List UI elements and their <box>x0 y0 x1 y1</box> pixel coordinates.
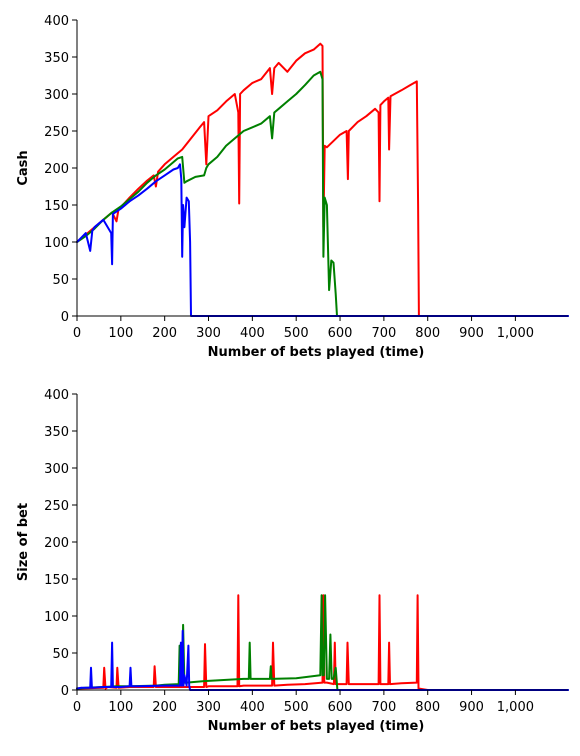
x-tick-label: 100 <box>108 700 133 715</box>
x-tick-label: 400 <box>240 326 265 341</box>
x-tick-label: 700 <box>371 326 396 341</box>
y-tick-label: 0 <box>61 684 69 699</box>
y-tick-label: 50 <box>52 647 69 662</box>
x-tick-label: 0 <box>73 326 81 341</box>
x-tick-label: 900 <box>459 326 484 341</box>
y-tick-label: 0 <box>61 310 69 325</box>
y-tick-label: 100 <box>44 610 69 625</box>
series-line-2 <box>76 629 569 691</box>
y-axis-title: Size of bet <box>16 503 31 581</box>
series-line-0 <box>76 42 569 317</box>
x-tick-label: 0 <box>73 700 81 715</box>
y-tick-label: 50 <box>52 273 69 288</box>
y-tick-label: 300 <box>44 88 69 103</box>
y-tick-label: 250 <box>44 499 69 514</box>
y-tick-label: 400 <box>44 14 69 29</box>
y-tick-label: 300 <box>44 462 69 477</box>
x-tick-label: 500 <box>284 326 309 341</box>
x-tick-label: 900 <box>459 700 484 715</box>
x-tick-label: 300 <box>196 700 221 715</box>
y-tick-label: 150 <box>44 199 69 214</box>
y-tick-label: 100 <box>44 236 69 251</box>
x-tick-label: 200 <box>152 700 177 715</box>
x-axis-title: Number of bets played (time) <box>208 719 425 734</box>
y-tick-label: 350 <box>44 425 69 440</box>
x-tick-label: 300 <box>196 326 221 341</box>
x-tick-label: 800 <box>415 700 440 715</box>
y-tick-label: 350 <box>44 51 69 66</box>
bet-size-chart: 0 50 100 150 200 250 300 350 400 0 100 200 300 400 500… <box>16 388 569 734</box>
x-tick-label: 400 <box>240 700 265 715</box>
x-tick-label: 500 <box>284 700 309 715</box>
series-line-1 <box>76 70 569 317</box>
y-tick-label: 200 <box>44 162 69 177</box>
cash-chart: 0 50 100 150 200 250 300 350 400 0 100 200 300 400 500… <box>16 14 569 360</box>
series-line-2 <box>76 163 569 317</box>
x-tick-label: 800 <box>415 326 440 341</box>
x-tick-label: 1,000 <box>497 700 534 715</box>
series-line-1 <box>76 594 569 691</box>
y-axis-title: Cash <box>16 150 31 185</box>
y-tick-label: 250 <box>44 125 69 140</box>
y-tick-label: 400 <box>44 388 69 403</box>
x-tick-label: 700 <box>371 700 396 715</box>
x-tick-label: 600 <box>328 700 353 715</box>
x-tick-label: 1,000 <box>497 326 534 341</box>
y-tick-label: 200 <box>44 536 69 551</box>
x-axis-title: Number of bets played (time) <box>208 345 425 360</box>
y-tick-label: 150 <box>44 573 69 588</box>
x-tick-label: 100 <box>108 326 133 341</box>
x-tick-label: 200 <box>152 326 177 341</box>
x-tick-label: 600 <box>328 326 353 341</box>
